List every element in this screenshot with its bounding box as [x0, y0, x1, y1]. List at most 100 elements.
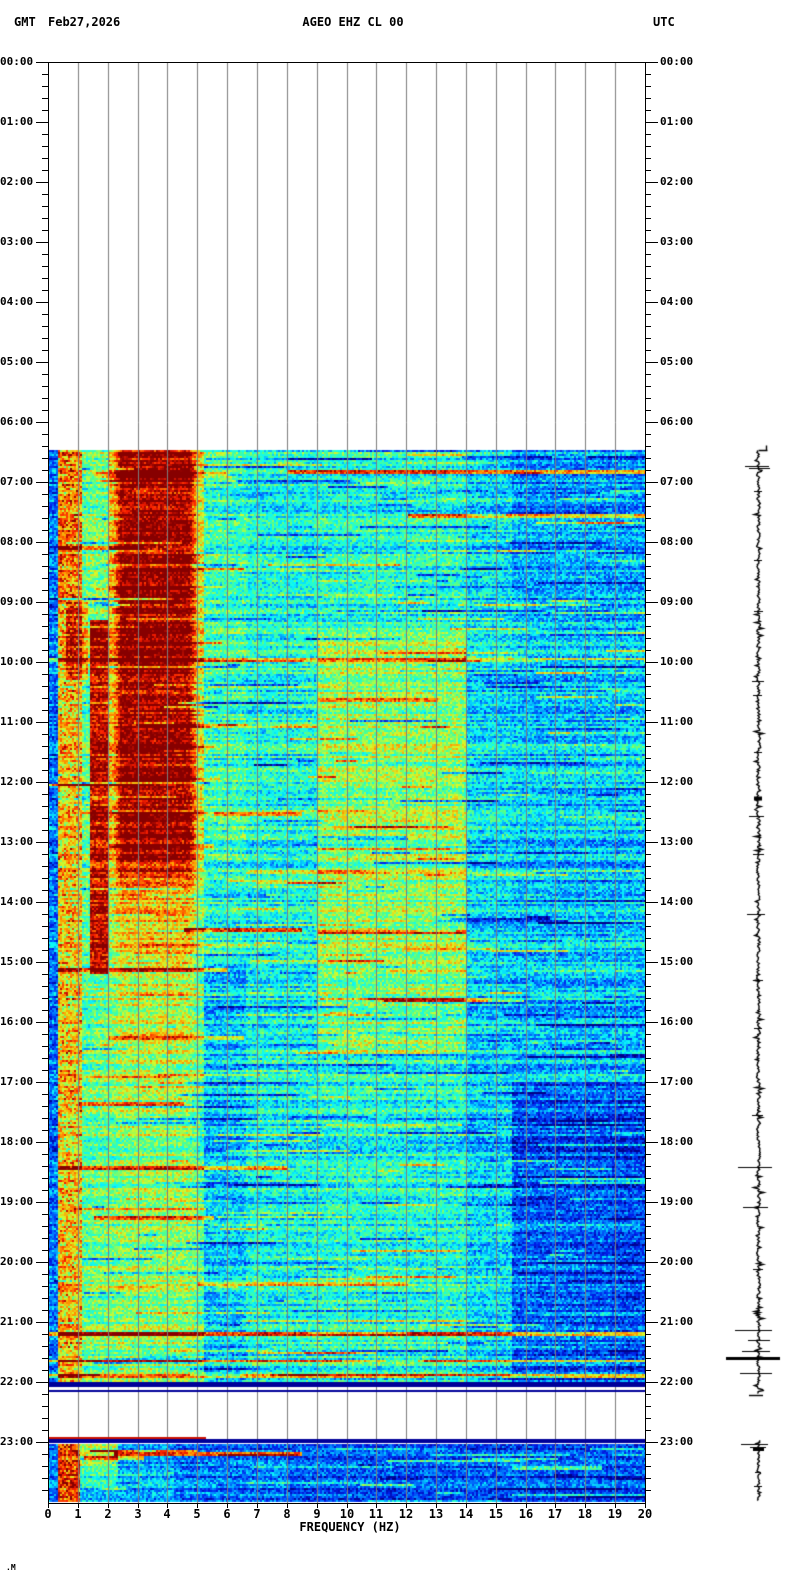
minor-tick-right	[645, 998, 651, 999]
time-label-right: 18:00	[660, 1135, 694, 1148]
time-label-right: 07:00	[660, 475, 694, 488]
minor-tick-right	[645, 926, 651, 927]
minor-tick-left	[42, 326, 48, 327]
minor-tick-right	[645, 806, 651, 807]
minor-tick-left	[42, 1466, 48, 1467]
minor-tick-right	[645, 458, 651, 459]
minor-tick-left	[42, 350, 48, 351]
minor-tick-left	[42, 1406, 48, 1407]
time-label-left: 21:00	[0, 1315, 34, 1328]
hour-tick-left	[36, 242, 48, 243]
minor-tick-left	[42, 638, 48, 639]
freq-tick	[406, 1503, 407, 1508]
minor-tick-left	[42, 74, 48, 75]
minor-tick-left	[42, 590, 48, 591]
minor-tick-right	[645, 290, 651, 291]
minor-tick-left	[42, 530, 48, 531]
minor-tick-right	[645, 194, 651, 195]
hour-tick-left	[36, 962, 48, 963]
hour-tick-left	[36, 1202, 48, 1203]
minor-tick-right	[645, 230, 651, 231]
minor-tick-right	[645, 1094, 651, 1095]
minor-tick-left	[42, 878, 48, 879]
freq-tick	[585, 1503, 586, 1508]
time-label-left: 04:00	[0, 295, 34, 308]
minor-tick-right	[645, 410, 651, 411]
minor-tick-left	[42, 410, 48, 411]
minor-tick-left	[42, 1154, 48, 1155]
minor-tick-right	[645, 1478, 651, 1479]
hour-tick-right	[645, 662, 658, 663]
minor-tick-left	[42, 578, 48, 579]
time-label-left: 09:00	[0, 595, 34, 608]
hour-tick-right	[645, 122, 658, 123]
minor-tick-left	[42, 650, 48, 651]
time-label-right: 23:00	[660, 1435, 694, 1448]
minor-tick-right	[645, 1394, 651, 1395]
minor-tick-left	[42, 1106, 48, 1107]
hour-tick-left	[36, 1082, 48, 1083]
hour-tick-left	[36, 362, 48, 363]
minor-tick-left	[42, 266, 48, 267]
freq-tick	[496, 1503, 497, 1508]
minor-tick-left	[42, 290, 48, 291]
minor-tick-right	[645, 1214, 651, 1215]
freq-tick-label: 18	[577, 1507, 593, 1521]
minor-tick-right	[645, 1034, 651, 1035]
minor-tick-left	[42, 158, 48, 159]
time-label-left: 22:00	[0, 1375, 34, 1388]
minor-tick-right	[645, 314, 651, 315]
minor-tick-right	[645, 338, 651, 339]
hour-tick-right	[645, 602, 658, 603]
minor-tick-left	[42, 170, 48, 171]
hour-tick-right	[645, 902, 658, 903]
minor-tick-left	[42, 806, 48, 807]
minor-tick-right	[645, 1010, 651, 1011]
minor-tick-right	[645, 866, 651, 867]
minor-tick-left	[42, 1214, 48, 1215]
minor-tick-right	[645, 278, 651, 279]
minor-tick-right	[645, 254, 651, 255]
time-label-left: 02:00	[0, 175, 34, 188]
time-label-right: 11:00	[660, 715, 694, 728]
freq-tick-label: 13	[428, 1507, 444, 1521]
time-label-right: 00:00	[660, 55, 694, 68]
time-label-left: 03:00	[0, 235, 34, 248]
minor-tick-right	[645, 1490, 651, 1491]
minor-tick-left	[42, 194, 48, 195]
freq-tick	[167, 1503, 168, 1508]
minor-tick-right	[645, 626, 651, 627]
minor-tick-right	[645, 794, 651, 795]
minor-tick-right	[645, 1106, 651, 1107]
hour-tick-right	[645, 1382, 658, 1383]
minor-tick-right	[645, 506, 651, 507]
minor-tick-right	[645, 158, 651, 159]
minor-tick-left	[42, 890, 48, 891]
minor-tick-right	[645, 710, 651, 711]
hour-tick-right	[645, 542, 658, 543]
minor-tick-left	[42, 446, 48, 447]
minor-tick-left	[42, 458, 48, 459]
freq-tick	[436, 1503, 437, 1508]
minor-tick-right	[645, 1118, 651, 1119]
minor-tick-left	[42, 566, 48, 567]
time-label-right: 08:00	[660, 535, 694, 548]
date-label: Feb27,2026	[48, 15, 121, 29]
minor-tick-right	[645, 830, 651, 831]
time-label-right: 19:00	[660, 1195, 694, 1208]
freq-tick	[227, 1503, 228, 1508]
minor-tick-right	[645, 134, 651, 135]
minor-tick-left	[42, 686, 48, 687]
minor-tick-right	[645, 386, 651, 387]
minor-tick-left	[42, 1274, 48, 1275]
freq-tick-label: 10	[339, 1507, 355, 1521]
time-label-right: 10:00	[660, 655, 694, 668]
minor-tick-left	[42, 230, 48, 231]
minor-tick-left	[42, 818, 48, 819]
minor-tick-right	[645, 1310, 651, 1311]
time-label-right: 04:00	[660, 295, 694, 308]
hour-tick-left	[36, 1142, 48, 1143]
minor-tick-left	[42, 1370, 48, 1371]
minor-tick-left	[42, 374, 48, 375]
minor-tick-right	[645, 218, 651, 219]
